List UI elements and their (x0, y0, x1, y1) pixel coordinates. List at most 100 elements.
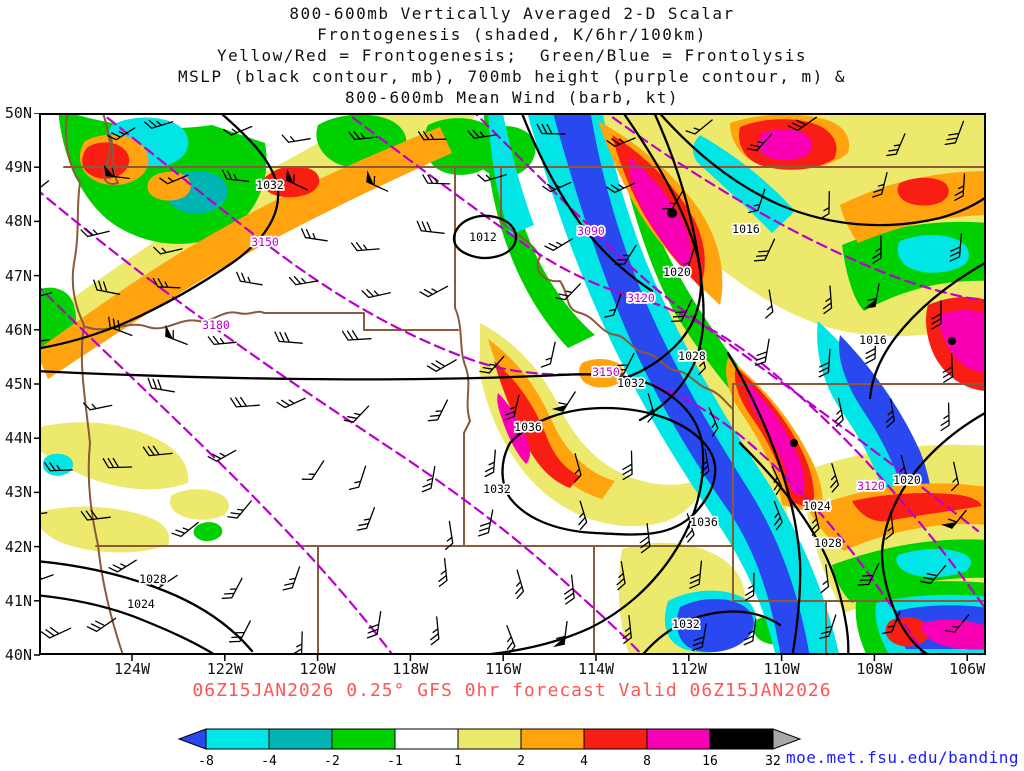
lat-label: 44N (4, 429, 32, 448)
colorbar-tick-label: -8 (198, 754, 214, 767)
contour-label: 1032 (672, 617, 700, 631)
wind-barb (207, 442, 237, 465)
contour-label: 1036 (514, 420, 542, 434)
wind-barb (273, 331, 304, 344)
wind-barb (540, 339, 556, 370)
contour-label: 1024 (127, 597, 155, 611)
lon-label: 112W (670, 660, 707, 678)
wind-barb (80, 222, 110, 239)
wind-barb (552, 386, 576, 415)
wind-barb (356, 504, 376, 534)
wind-barb (562, 574, 576, 605)
wind-barb (234, 271, 265, 286)
contour-label: 1028 (678, 349, 706, 363)
source-url-link[interactable]: moe.met.fsu.edu/banding (786, 748, 1020, 767)
lat-label: 50N (4, 104, 32, 122)
wind-barb (419, 278, 449, 300)
title-line: 800-600mb Vertically Averaged 2-D Scalar (289, 4, 735, 23)
colorbar-tick-label: 4 (580, 754, 588, 767)
colorbar-cell (709, 728, 774, 750)
lon-label: 116W (485, 660, 522, 678)
wind-barb (40, 566, 54, 585)
colorbar-tick-label: 8 (643, 754, 651, 767)
map-frame (39, 113, 986, 655)
contour-label: 1036 (690, 515, 718, 529)
contour-label: 3120 (627, 291, 655, 305)
colorbar-tick-label: 32 (765, 754, 781, 767)
wind-barb (227, 495, 252, 523)
title-line: Yellow/Red = Frontogenesis; Green/Blue =… (216, 46, 808, 65)
colorbar-arrow-high (772, 728, 802, 750)
contour-label: 3120 (857, 479, 885, 493)
wind-barb (282, 563, 301, 594)
frontogenesis-shading (40, 113, 985, 655)
lon-label: 108W (856, 660, 893, 678)
colorbar-cell (520, 728, 585, 750)
wind-barb (230, 395, 260, 408)
contour-label: 1016 (859, 333, 887, 347)
lon-label: 122W (206, 660, 243, 678)
wind-barb (171, 515, 199, 541)
lat-label: 46N (4, 320, 32, 339)
contour-label: 1032 (617, 376, 645, 390)
wind-barb (484, 448, 496, 478)
contour-label: 1012 (469, 230, 497, 244)
wind-barb (341, 329, 372, 341)
wind-barb (299, 228, 330, 242)
colorbar-tick-label: -2 (324, 754, 340, 767)
wind-barb (343, 399, 370, 427)
lat-label: 43N (4, 483, 32, 502)
wind-barb (348, 463, 367, 493)
contour-label: 1032 (483, 482, 511, 496)
title-line: 800-600mb Mean Wind (barb, kt) (345, 88, 679, 107)
contour-label: 1028 (139, 572, 167, 586)
wind-barb (162, 326, 192, 346)
lat-label: 49N (4, 158, 32, 177)
title-line: Frontogenesis (shaded, K/6hr/100km) (317, 25, 707, 44)
wind-barb (301, 455, 325, 485)
title-line: MSLP (black contour, mb), 700mb height (… (178, 67, 846, 86)
chart-title: 800-600mb Vertically Averaged 2-D Scalar… (0, 3, 1024, 108)
contour-label: 3150 (592, 365, 620, 379)
colorbar-tick-label: 1 (454, 754, 462, 767)
lon-label: 114W (577, 660, 615, 678)
lon-label: 124W (113, 660, 151, 678)
lat-label: 48N (4, 212, 32, 231)
wind-barb (428, 616, 440, 646)
contour-label: 1028 (814, 536, 842, 550)
wind-barb (221, 573, 243, 603)
wind-barb (366, 609, 382, 640)
lon-label: 118W (392, 660, 429, 678)
colorbar-cell (457, 728, 522, 750)
lat-label: 45N (4, 375, 32, 393)
wind-barb (421, 464, 436, 494)
colorbar-cell (205, 728, 270, 750)
colorbar-cell (646, 728, 711, 750)
colorbar-tick-label: 16 (702, 754, 718, 767)
lat-label: 40N (4, 646, 32, 664)
contour-label: 3180 (202, 318, 230, 332)
lon-label: 106W (949, 660, 986, 678)
contour-label: 3150 (251, 235, 279, 249)
wind-barb (427, 395, 449, 425)
mslp-contours (40, 113, 985, 655)
lat-label: 47N (4, 266, 32, 285)
lon-label: 120W (299, 660, 336, 678)
contour-label: 1016 (732, 222, 760, 236)
contour-label: 3090 (577, 224, 605, 238)
colorbar-cell (394, 728, 459, 750)
colorbar-arrow-low (177, 728, 207, 750)
lat-label: 42N (4, 537, 32, 556)
lat-label: 41N (4, 591, 32, 610)
wind-barb (281, 130, 311, 144)
contour-label: 1020 (893, 473, 921, 487)
colorbar-tick-label: -4 (261, 754, 277, 767)
lon-label: 110W (763, 660, 800, 678)
valid-time-text: 06Z15JAN2026 0.25° GFS 0hr forecast Vali… (192, 680, 832, 701)
wind-barb (508, 569, 526, 600)
wind-barb (939, 402, 950, 432)
wind-barb (40, 619, 72, 641)
wind-barb (426, 351, 457, 375)
